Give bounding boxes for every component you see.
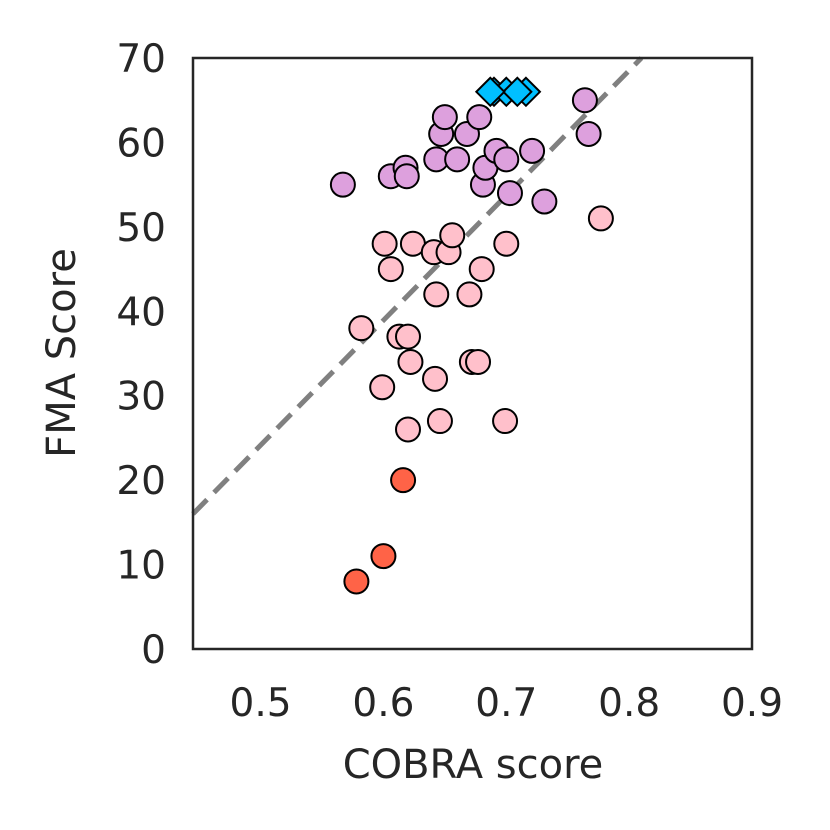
data-point [519,137,546,164]
data-point [395,416,421,443]
data-point [474,76,506,108]
data-point [456,281,483,308]
plot-frame [191,56,754,651]
x-tick-labels: 0.5 0.6 0.7 0.8 0.9 [230,681,783,726]
data-point [348,315,375,342]
data-point [390,467,417,494]
y-tick-label: 50 [116,206,166,251]
data-point [439,222,466,249]
data-point [370,543,397,570]
data-point [431,104,458,131]
data-point [468,256,495,283]
data-point [444,146,471,173]
data-point [395,323,421,350]
y-tick-label: 20 [116,459,166,504]
data-point [426,408,453,435]
data-point [587,205,614,232]
data-point [343,568,370,595]
x-tick-label: 0.7 [475,681,537,726]
data-point [377,256,404,283]
data-point [531,188,558,215]
data-point [571,87,598,114]
y-tick-label: 0 [141,628,166,673]
x-tick-label: 0.8 [598,681,660,726]
data-point [466,104,493,131]
data-point [493,230,520,257]
data-point [501,76,533,108]
y-tick-label: 30 [116,375,166,420]
y-tick-label: 60 [116,121,166,166]
data-point [329,171,356,198]
data-point [493,146,520,173]
reference-line-layer [191,56,644,516]
x-tick-label: 0.5 [230,681,292,726]
y-tick-label: 40 [116,290,166,335]
y-tick-label: 10 [116,544,166,589]
x-axis-label: COBRA score [343,742,604,788]
data-point [496,180,523,207]
y-tick-label: 70 [116,37,166,82]
data-point [465,348,492,375]
data-point [492,408,519,435]
data-point [393,163,420,190]
data-point [371,230,398,257]
points-layer [329,76,614,595]
data-point [575,120,602,147]
x-tick-label: 0.9 [721,681,783,726]
x-tick-label: 0.6 [352,681,414,726]
reference-line [191,56,644,516]
data-point [369,374,396,401]
y-axis-label: FMA Score [39,248,85,458]
data-point [423,281,450,308]
data-point [397,348,424,375]
y-tick-labels: 0 10 20 30 40 50 60 70 [116,37,166,673]
data-point [422,365,449,392]
